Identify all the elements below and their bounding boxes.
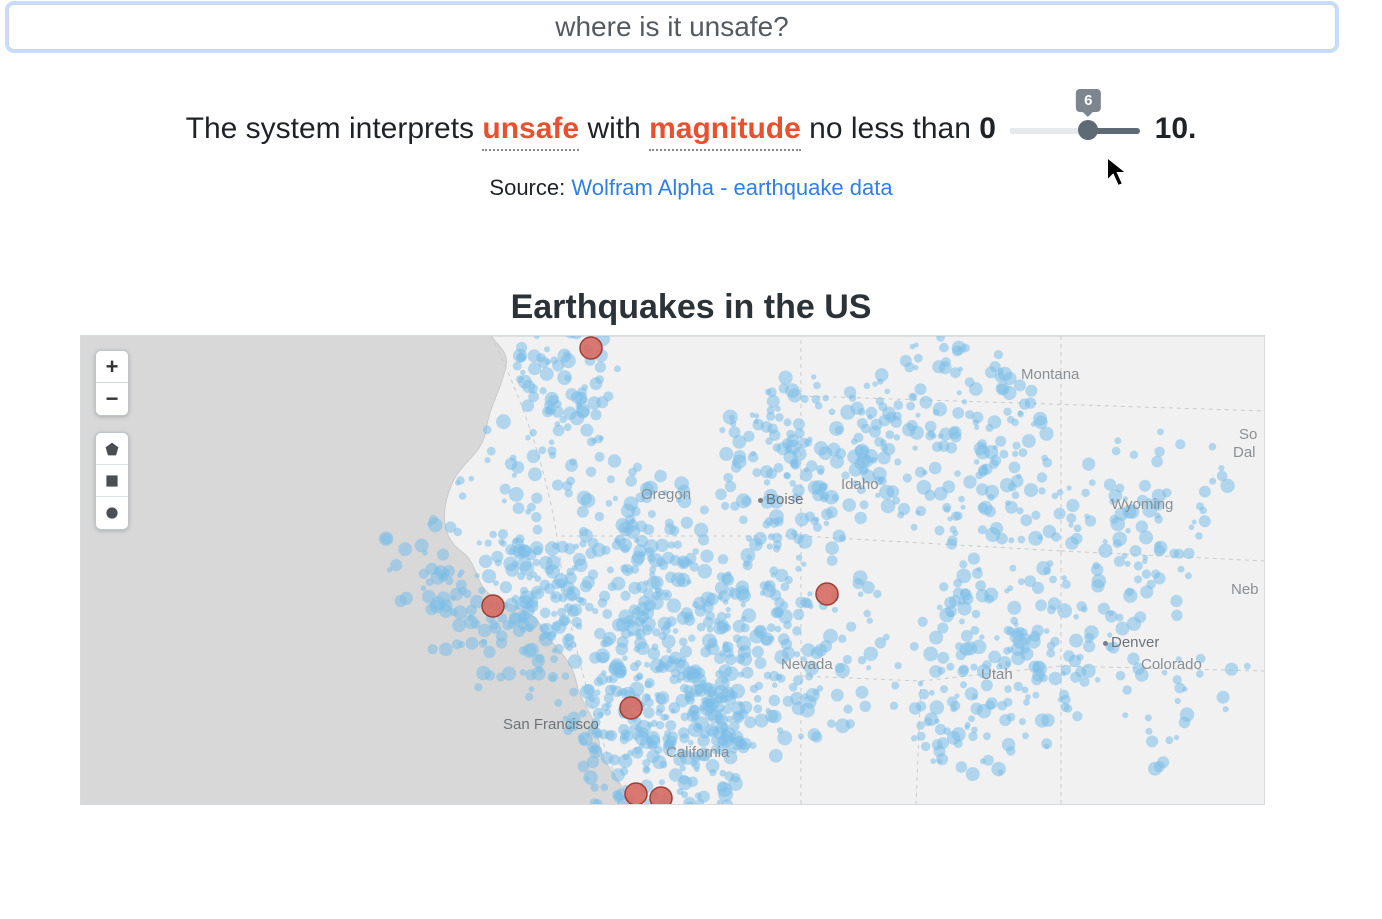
interpretation-sentence: The system interprets unsafe with magnit…: [0, 112, 1382, 146]
chart-title: Earthquakes in the US: [0, 288, 1382, 327]
zoom-control: + −: [95, 350, 129, 416]
draw-circle-button[interactable]: [96, 497, 128, 529]
keyword-unsafe[interactable]: unsafe: [482, 112, 579, 151]
earthquake-map[interactable]: + − OregonIdahoMontanaWyomingNevadaUtahC…: [80, 335, 1265, 805]
draw-polygon-button[interactable]: [96, 433, 128, 465]
keyword-magnitude[interactable]: magnitude: [649, 112, 801, 151]
interp-prefix: The system interprets: [186, 112, 483, 145]
slider-min-label: 0: [979, 112, 996, 145]
slider-tooltip: 6: [1076, 89, 1100, 112]
shape-tool-control: [95, 432, 129, 530]
square-icon: [104, 473, 120, 489]
query-input[interactable]: [8, 4, 1336, 50]
interp-period: .: [1188, 112, 1196, 145]
interp-mid: with: [587, 112, 649, 145]
map-canvas: [81, 336, 1265, 805]
zoom-out-button[interactable]: −: [96, 383, 128, 415]
circle-icon: [104, 505, 120, 521]
pentagon-icon: [104, 441, 120, 457]
slider-track-fill: [1010, 128, 1088, 134]
draw-rectangle-button[interactable]: [96, 465, 128, 497]
source-line: Source: Wolfram Alpha - earthquake data: [0, 175, 1382, 201]
source-label: Source:: [489, 175, 571, 200]
interp-tail: no less than: [809, 112, 979, 145]
slider-max-label: 10: [1155, 112, 1188, 145]
magnitude-slider[interactable]: 6: [1010, 118, 1140, 142]
source-link[interactable]: Wolfram Alpha - earthquake data: [571, 175, 892, 200]
slider-thumb[interactable]: [1078, 120, 1098, 140]
zoom-in-button[interactable]: +: [96, 351, 128, 383]
